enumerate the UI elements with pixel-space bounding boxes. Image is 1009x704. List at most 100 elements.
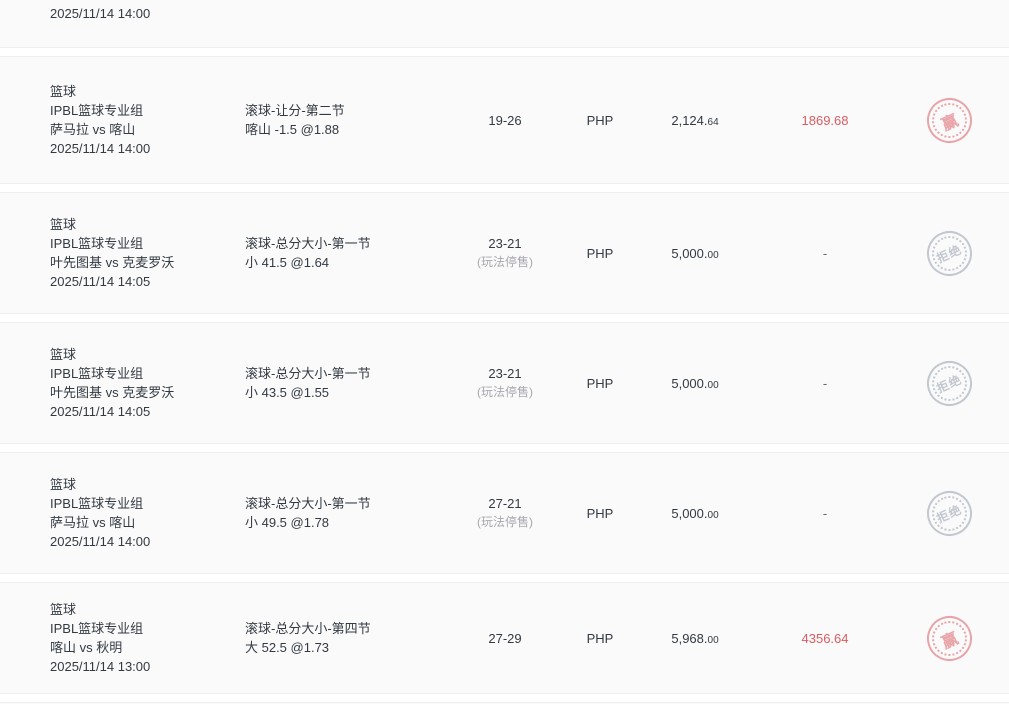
status-seal-icon: 拒绝 [921,484,978,542]
event-datetime: 2025/11/14 14:00 [50,6,151,21]
bet-amount: 5,968.00 [630,631,760,646]
stamp-label: 赢 [939,111,962,134]
event-info: 篮球 IPBL篮球专业组 喀山 vs 秋明 2025/11/14 13:00 [0,600,245,676]
stamp-cell: 拒绝 [890,224,1009,282]
league-label: IPBL篮球专业组 [50,496,144,511]
result-amount: 4356.64 [801,630,849,646]
bet-record-row: 篮球 IPBL篮球专业组 叶先图基 vs 克麦罗沃 2025/11/14 14:… [0,322,1009,444]
bet-amount: 5,000.00 [630,506,760,521]
result-amount: - [822,375,828,391]
event-datetime: 2025/11/14 13:00 [50,659,151,674]
bet-selection: 小 43.5 @1.55 [245,385,330,400]
status-seal-icon: 赢 [921,91,978,149]
sport-label: 篮球 [50,477,77,492]
bet-record-row: 篮球 IPBL篮球专业组 叶先图基 vs 克麦罗沃 2025/11/14 14:… [0,192,1009,314]
bet-info: 滚球-让分-第二节 喀山 -1.5 @1.88 [245,101,440,139]
score-note: (玩法停售) [477,255,533,269]
event-info: 篮球 IPBL篮球专业组 叶先图基 vs 克麦罗沃 2025/11/14 14:… [0,215,245,291]
currency-label: PHP [586,245,614,261]
score-cell: 23-21 (玩法停售) [440,234,570,272]
teams-label: 萨马拉 vs 喀山 [50,515,136,530]
result-amount: - [822,505,828,521]
score-cell: 27-29 [440,629,570,648]
result-amount: - [822,245,828,261]
event-datetime: 2025/11/14 14:05 [50,404,151,419]
sport-label: 篮球 [50,217,77,232]
bet-market: 滚球-总分大小-第一节 [245,366,371,381]
amount-main: 2,124. [671,112,708,128]
bet-selection: 小 49.5 @1.78 [245,515,330,530]
bet-record-row: 篮球 IPBL篮球专业组 萨马拉 vs 喀山 2025/11/14 14:00 … [0,452,1009,574]
event-datetime: 2025/11/14 14:05 [50,274,151,289]
amount-decimals: 00 [707,634,719,646]
status-seal-icon: 拒绝 [921,354,978,412]
sport-label: 篮球 [50,84,77,99]
currency-label: PHP [586,375,614,391]
bet-row-partial: 2025/11/14 14:00 [0,0,1009,48]
next-row-sliver [0,702,1009,704]
teams-label: 叶先图基 vs 克麦罗沃 [50,255,175,270]
event-datetime: 2025/11/14 14:00 [50,534,151,549]
bet-market: 滚球-让分-第二节 [245,103,345,118]
bet-record-row: 篮球 IPBL篮球专业组 喀山 vs 秋明 2025/11/14 13:00 滚… [0,582,1009,694]
stamp-label: 赢 [939,629,962,652]
score-cell: 23-21 (玩法停售) [440,364,570,402]
stamp-cell: 拒绝 [890,484,1009,542]
teams-label: 萨马拉 vs 喀山 [50,122,136,137]
sport-label: 篮球 [50,347,77,362]
currency-label: PHP [586,630,614,646]
score-cell: 27-21 (玩法停售) [440,494,570,532]
stamp-cell: 赢 [890,609,1009,667]
amount-decimals: 64 [707,116,719,128]
bet-info: 滚球-总分大小-第一节 小 41.5 @1.64 [245,234,440,272]
bet-records-list: 篮球 IPBL篮球专业组 萨马拉 vs 喀山 2025/11/14 14:00 … [0,56,1009,694]
bet-info: 滚球-总分大小-第一节 小 43.5 @1.55 [245,364,440,402]
score-value: 19-26 [488,112,522,128]
score-note: (玩法停售) [477,385,533,399]
currency-label: PHP [586,112,614,128]
league-label: IPBL篮球专业组 [50,621,144,636]
score-value: 27-29 [488,630,522,646]
score-value: 23-21 [488,236,522,251]
score-cell: 19-26 [440,111,570,130]
league-label: IPBL篮球专业组 [50,236,144,251]
amount-main: 5,000. [671,245,708,261]
bet-selection: 大 52.5 @1.73 [245,640,330,655]
sport-label: 篮球 [50,602,77,617]
amount-main: 5,000. [671,375,708,391]
bet-amount: 5,000.00 [630,376,760,391]
teams-label: 叶先图基 vs 克麦罗沃 [50,385,175,400]
bet-record-row: 篮球 IPBL篮球专业组 萨马拉 vs 喀山 2025/11/14 14:00 … [0,56,1009,184]
stamp-label: 拒绝 [934,371,965,396]
amount-decimals: 00 [707,379,719,391]
status-seal-icon: 赢 [921,609,978,667]
event-datetime: 2025/11/14 14:00 [50,141,151,156]
event-info: 篮球 IPBL篮球专业组 叶先图基 vs 克麦罗沃 2025/11/14 14:… [0,345,245,421]
currency-label: PHP [586,505,614,521]
amount-decimals: 00 [707,249,719,261]
score-note: (玩法停售) [477,515,533,529]
status-seal-icon: 拒绝 [921,224,978,282]
amount-main: 5,000. [671,505,708,521]
league-label: IPBL篮球专业组 [50,103,144,118]
score-value: 23-21 [488,366,522,381]
bet-market: 滚球-总分大小-第一节 [245,496,371,511]
amount-main: 5,968. [671,630,708,646]
stamp-cell: 赢 [890,91,1009,149]
bet-market: 滚球-总分大小-第四节 [245,621,371,636]
stamp-label: 拒绝 [934,241,965,266]
bet-selection: 小 41.5 @1.64 [245,255,330,270]
league-label: IPBL篮球专业组 [50,366,144,381]
bet-selection: 喀山 -1.5 @1.88 [245,122,340,137]
bet-info: 滚球-总分大小-第四节 大 52.5 @1.73 [245,619,440,657]
score-value: 27-21 [488,496,522,511]
bet-info: 滚球-总分大小-第一节 小 49.5 @1.78 [245,494,440,532]
teams-label: 喀山 vs 秋明 [50,640,123,655]
event-info: 篮球 IPBL篮球专业组 萨马拉 vs 喀山 2025/11/14 14:00 [0,82,245,158]
event-info: 篮球 IPBL篮球专业组 萨马拉 vs 喀山 2025/11/14 14:00 [0,475,245,551]
stamp-label: 拒绝 [934,501,965,526]
result-amount: 1869.68 [801,112,849,128]
bet-market: 滚球-总分大小-第一节 [245,236,371,251]
bet-amount: 2,124.64 [630,113,760,128]
